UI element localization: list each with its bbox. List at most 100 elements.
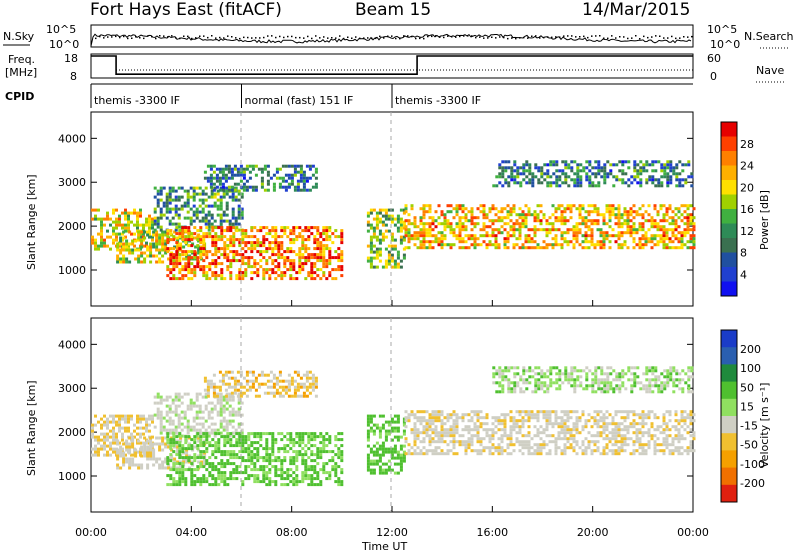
echo-cell — [221, 170, 225, 174]
echo-cell — [641, 246, 645, 250]
echo-cell — [172, 253, 176, 257]
echo-cell — [171, 189, 175, 193]
echo-cell — [214, 244, 218, 248]
echo-cell — [552, 181, 556, 185]
echo-cell — [245, 179, 249, 183]
echo-cell — [614, 431, 618, 435]
echo-cell — [189, 207, 193, 211]
echo-cell — [211, 462, 215, 466]
echo-cell — [206, 379, 210, 383]
echo-cell — [313, 247, 317, 251]
echo-cell — [425, 210, 429, 214]
echo-cell — [304, 477, 308, 481]
echo-cell — [479, 204, 483, 208]
echo-cell — [552, 163, 556, 167]
echo-cell — [164, 460, 168, 464]
echo-cell — [224, 373, 228, 377]
echo-cell — [614, 234, 618, 238]
nsearch-point — [595, 35, 597, 37]
echo-cell — [164, 245, 168, 249]
echo-cell — [666, 163, 670, 167]
echo-cell — [560, 219, 564, 223]
echo-cell — [228, 410, 232, 414]
echo-cell — [512, 246, 516, 250]
echo-cell — [674, 207, 678, 211]
echo-cell — [218, 167, 222, 171]
echo-cell — [311, 185, 315, 189]
echo-cell — [277, 265, 281, 269]
echo-cell — [366, 456, 370, 460]
echo-cell — [314, 376, 318, 380]
echo-cell — [404, 210, 408, 214]
echo-cell — [222, 410, 226, 414]
echo-cell — [310, 480, 314, 484]
echo-cell — [590, 452, 594, 456]
echo-cell — [686, 222, 690, 226]
echo-cell — [588, 184, 592, 188]
echo-cell — [181, 480, 185, 484]
nsearch-point — [363, 37, 365, 39]
echo-cell — [196, 456, 200, 460]
echo-cell — [115, 420, 118, 424]
echo-cell — [174, 410, 178, 414]
echo-cell — [666, 184, 670, 188]
echo-cell — [220, 238, 224, 242]
echo-cell — [692, 225, 696, 229]
echo-cell — [434, 449, 438, 453]
echo-cell — [683, 210, 687, 214]
echo-cell — [146, 466, 150, 470]
echo-cell — [245, 379, 249, 383]
echo-cell — [584, 452, 588, 456]
echo-cell — [515, 228, 519, 232]
echo-cell — [653, 237, 657, 241]
echo-cell — [220, 253, 224, 257]
echo-cell — [290, 394, 294, 398]
echo-cell — [375, 211, 379, 215]
echo-cell — [614, 213, 618, 217]
echo-cell — [115, 432, 118, 436]
echo-cell — [467, 413, 471, 417]
echo-cell — [265, 441, 269, 445]
echo-cell — [476, 243, 480, 247]
echo-cell — [286, 250, 290, 254]
echo-cell — [220, 465, 224, 469]
echo-cell — [215, 179, 219, 183]
echo-cell — [151, 220, 154, 224]
echo-cell — [328, 247, 332, 251]
echo-cell — [331, 450, 335, 454]
echo-cell — [196, 432, 200, 436]
echo-cell — [174, 222, 178, 226]
echo-cell — [115, 232, 118, 236]
echo-cell — [286, 483, 290, 487]
echo-cell — [440, 410, 444, 414]
echo-cell — [226, 238, 230, 242]
colorbar-tick-label: 24 — [740, 160, 754, 173]
echo-cell — [331, 268, 335, 272]
echo-cell — [219, 410, 223, 414]
echo-cell — [271, 480, 275, 484]
echo-cell — [684, 163, 688, 167]
echo-cell — [387, 259, 391, 263]
echo-cell — [334, 468, 338, 472]
echo-cell — [393, 426, 397, 430]
nsearch-point — [423, 37, 425, 40]
echo-cell — [369, 211, 373, 215]
echo-cell — [563, 222, 567, 226]
station-title: Fort Hays East (fitACF) — [90, 0, 282, 20]
echo-cell — [399, 459, 403, 463]
echo-cell — [262, 465, 266, 469]
echo-cell — [301, 438, 305, 442]
echo-cell — [366, 444, 370, 448]
echo-cell — [431, 416, 435, 420]
echo-cell — [588, 160, 592, 164]
echo-cell — [287, 379, 291, 383]
echo-cell — [521, 210, 525, 214]
echo-cell — [299, 170, 303, 174]
echo-cell — [187, 268, 191, 272]
beam-label: Beam 15 — [355, 0, 431, 20]
echo-cell — [125, 245, 129, 249]
echo-cell — [413, 428, 417, 432]
echo-cell — [232, 238, 236, 242]
echo-cell — [575, 416, 579, 420]
echo-cell — [340, 453, 344, 457]
